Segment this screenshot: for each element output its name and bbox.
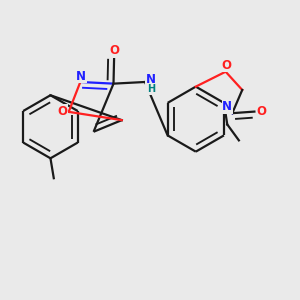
Text: N: N	[146, 74, 156, 86]
Text: N: N	[76, 70, 86, 83]
Text: N: N	[222, 100, 232, 113]
Text: O: O	[109, 44, 119, 57]
Text: O: O	[57, 105, 67, 118]
Text: O: O	[256, 105, 266, 118]
Text: O: O	[221, 58, 231, 72]
Text: H: H	[147, 84, 155, 94]
